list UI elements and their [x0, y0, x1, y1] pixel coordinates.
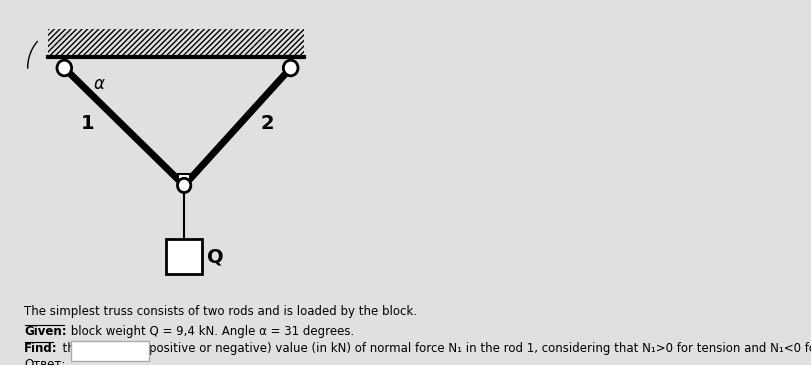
- Text: Find:: Find:: [24, 342, 58, 355]
- Text: 2: 2: [260, 114, 274, 132]
- Bar: [165, 239, 202, 274]
- Circle shape: [178, 178, 191, 193]
- Text: 1: 1: [81, 114, 94, 132]
- Text: Ответ:: Ответ:: [24, 358, 66, 365]
- Text: The simplest truss consists of two rods and is loaded by the block.: The simplest truss consists of two rods …: [24, 305, 417, 318]
- Text: block weight Q = 9,4 kN. Angle α = 31 degrees.: block weight Q = 9,4 kN. Angle α = 31 de…: [67, 325, 354, 338]
- Text: the algebraic (positive or negative) value (in kN) of normal force N₁ in the rod: the algebraic (positive or negative) val…: [55, 342, 811, 355]
- Text: Given:: Given:: [24, 325, 67, 338]
- FancyBboxPatch shape: [178, 174, 191, 187]
- Circle shape: [283, 60, 298, 76]
- Text: Q: Q: [208, 247, 224, 266]
- Circle shape: [57, 60, 71, 76]
- Bar: [48, 29, 303, 57]
- Text: α: α: [93, 75, 105, 93]
